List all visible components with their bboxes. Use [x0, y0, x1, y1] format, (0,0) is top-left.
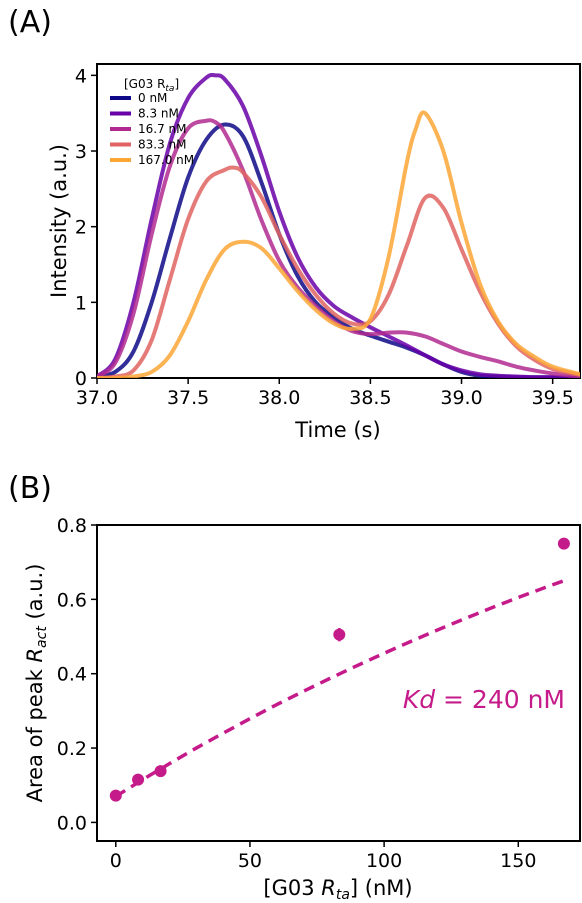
legend-title: [G03 Rta] — [124, 77, 179, 94]
kd-annotation: Kd = 240 nM — [403, 685, 565, 714]
series-line-167-0-nM — [97, 110, 580, 378]
x-tick-label: 38.5 — [349, 387, 391, 409]
y-tick-label: 0.8 — [57, 515, 87, 537]
series-line-83-3-nM — [97, 165, 580, 378]
x-tick-label: 37.0 — [76, 387, 118, 409]
y-tick-label: 2 — [75, 217, 87, 239]
legend-entry: 83.3 nM — [138, 138, 187, 152]
x-tick-label: 39.0 — [440, 387, 482, 409]
series-line-8-3-nM — [97, 72, 580, 378]
x-tick-label: 100 — [366, 850, 402, 872]
data-point — [333, 628, 346, 641]
legend-entry: 167.0 nM — [138, 153, 194, 167]
panel-b-y-ticks: 0.0 0.2 0.4 0.6 0.8 — [57, 515, 97, 834]
panel-a-label: (A) — [8, 5, 52, 40]
panel-b-y-axis-label: Area of peak Ract (a.u.) — [23, 564, 50, 803]
panel-a-y-axis-label: Intensity (a.u.) — [47, 144, 71, 298]
panel-a-axes-frame — [96, 63, 581, 379]
data-point — [154, 765, 167, 778]
panel-b-label: (B) — [8, 471, 52, 506]
panel-b-x-axis-label: [G03 Rta] (nM) — [263, 876, 412, 903]
data-point — [132, 773, 145, 786]
y-tick-label: 0.2 — [57, 738, 87, 760]
x-tick-label: 0 — [110, 850, 122, 872]
panel-b-x-ticks: 0 50 100 150 — [110, 841, 536, 872]
series-line-16-7-nM — [97, 118, 580, 378]
y-tick-label: 0.0 — [57, 812, 87, 834]
x-tick-label: 50 — [238, 850, 262, 872]
y-tick-label: 1 — [75, 292, 87, 314]
panel-b-data-points — [109, 537, 570, 802]
panel-b-axes-frame — [96, 524, 581, 842]
y-tick-label: 3 — [75, 141, 87, 163]
panel-a-x-ticks: 37.0 37.5 38.0 38.5 39.0 39.5 — [76, 378, 574, 409]
x-tick-label: 37.5 — [167, 387, 209, 409]
x-tick-label: 150 — [500, 850, 536, 872]
panel-a-x-axis-label: Time (s) — [294, 418, 380, 442]
panel-b-chart: 0 50 100 150 0.0 0.2 0.4 0.6 0.8 Kd = 240 nM [G… — [23, 515, 581, 903]
panel-a-y-ticks: 0 1 2 3 4 — [75, 65, 97, 390]
y-tick-label: 0.4 — [57, 664, 87, 686]
y-tick-label: 0 — [75, 368, 87, 390]
y-tick-label: 0.6 — [57, 589, 87, 611]
panel-a-series-lines — [97, 72, 580, 378]
legend-entry: 16.7 nM — [138, 122, 187, 136]
panel-b-fit-curve — [114, 579, 565, 798]
panel-a-chart: 37.0 37.5 38.0 38.5 39.0 39.5 0 1 2 3 4 [G03 Rta]… — [47, 63, 581, 442]
x-tick-label: 39.5 — [532, 387, 574, 409]
legend-entry: 8.3 nM — [138, 107, 179, 121]
data-point — [557, 537, 570, 550]
x-tick-label: 38.0 — [258, 387, 300, 409]
legend-entry: 0 nM — [138, 91, 167, 105]
fit-curve — [114, 579, 565, 798]
y-tick-label: 4 — [75, 65, 87, 87]
data-point — [109, 789, 122, 802]
